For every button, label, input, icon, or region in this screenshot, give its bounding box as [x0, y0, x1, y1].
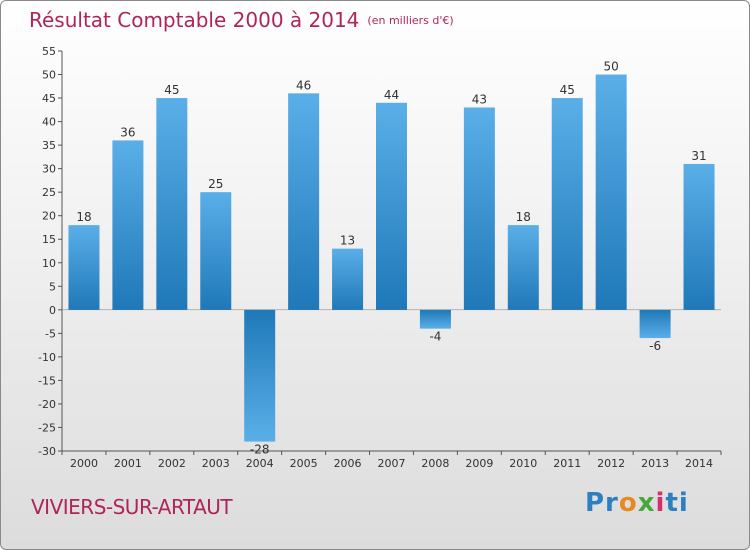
x-tick-label: 2007 — [378, 457, 406, 470]
data-label: 18 — [516, 210, 531, 224]
data-label: 45 — [164, 83, 179, 97]
chart-bars — [68, 74, 715, 442]
y-tick-label: -20 — [38, 398, 56, 411]
y-tick-label: 30 — [42, 163, 56, 176]
x-tick-label: 2002 — [158, 457, 186, 470]
y-tick-label: 10 — [42, 257, 56, 270]
bar — [332, 248, 364, 310]
bar — [68, 225, 100, 310]
bar — [463, 107, 495, 310]
y-tick-label: 55 — [42, 45, 56, 58]
data-label: 25 — [208, 177, 223, 191]
data-label: -6 — [649, 339, 661, 353]
y-tick-label: 35 — [42, 139, 56, 152]
bar — [244, 309, 276, 442]
chart-subtitle: (en milliers d'€) — [367, 14, 454, 27]
x-tick-label: 2001 — [114, 457, 142, 470]
bar — [639, 309, 671, 339]
data-label: 46 — [296, 78, 311, 92]
x-tick-label: 2008 — [421, 457, 449, 470]
x-tick-label: 2000 — [70, 457, 98, 470]
logo-part-4: i — [655, 488, 666, 518]
bar — [595, 74, 627, 310]
x-tick-label: 2003 — [202, 457, 230, 470]
data-label: 13 — [340, 234, 355, 248]
x-tick-label: 2012 — [597, 457, 625, 470]
bar — [156, 98, 188, 310]
bar — [507, 225, 539, 310]
y-tick-label: 5 — [49, 280, 56, 293]
data-label: -4 — [429, 330, 441, 344]
y-tick-label: -5 — [45, 327, 56, 340]
x-tick-label: 2005 — [290, 457, 318, 470]
logo-part-3: x — [637, 488, 656, 518]
logo-part-1: Pr — [585, 488, 619, 518]
data-label: 18 — [76, 210, 91, 224]
y-tick-label: 0 — [49, 304, 56, 317]
y-tick-label: -30 — [38, 445, 56, 458]
bar — [376, 102, 407, 310]
y-tick-label: -15 — [38, 374, 56, 387]
bar — [683, 163, 715, 310]
x-tick-label: 2011 — [553, 457, 581, 470]
bar — [112, 140, 144, 310]
bar — [288, 93, 320, 310]
y-tick-label: 50 — [42, 69, 56, 82]
data-label: -28 — [250, 443, 270, 457]
bar — [419, 309, 451, 329]
x-tick-label: 2009 — [465, 457, 493, 470]
data-label: 31 — [691, 149, 706, 163]
chart-title: Résultat Comptable 2000 à 2014 (en millie… — [29, 7, 454, 34]
y-tick-label: 20 — [42, 210, 56, 223]
x-tick-label: 2006 — [334, 457, 362, 470]
y-tick-label: 40 — [42, 116, 56, 129]
logo-part-2: o — [618, 488, 638, 518]
logo-part-5: ti — [665, 488, 689, 518]
y-tick-label: 45 — [42, 92, 56, 105]
x-tick-label: 2014 — [685, 457, 713, 470]
data-label: 43 — [472, 92, 487, 106]
x-tick-label: 2004 — [246, 457, 274, 470]
data-label: 36 — [120, 125, 135, 139]
chart-axes: -30 -25 -20 -15 -10 -5 0 5 10 15 20 25 30 35 40 45 50 55 2… — [38, 45, 722, 470]
commune-name: VIVIERS-SUR-ARTAUT — [31, 495, 233, 519]
x-tick-label: 2010 — [509, 457, 537, 470]
chart-data-labels: 18 36 45 25 -28 46 13 44 -4 43 18 45 50 -6 31 — [76, 60, 706, 457]
proxiti-logo[interactable]: Proxiti — [585, 488, 689, 518]
data-label: 44 — [384, 88, 399, 102]
data-label: 50 — [604, 60, 619, 74]
x-tick-label: 2013 — [641, 457, 669, 470]
y-tick-label: -25 — [38, 421, 56, 434]
bar — [200, 192, 232, 310]
y-tick-label: -10 — [38, 351, 56, 364]
bar — [551, 98, 583, 310]
data-label: 45 — [560, 83, 575, 97]
y-tick-label: 25 — [42, 186, 56, 199]
y-tick-label: 15 — [42, 233, 56, 246]
chart-title-text: Résultat Comptable 2000 à 2014 — [29, 8, 360, 32]
